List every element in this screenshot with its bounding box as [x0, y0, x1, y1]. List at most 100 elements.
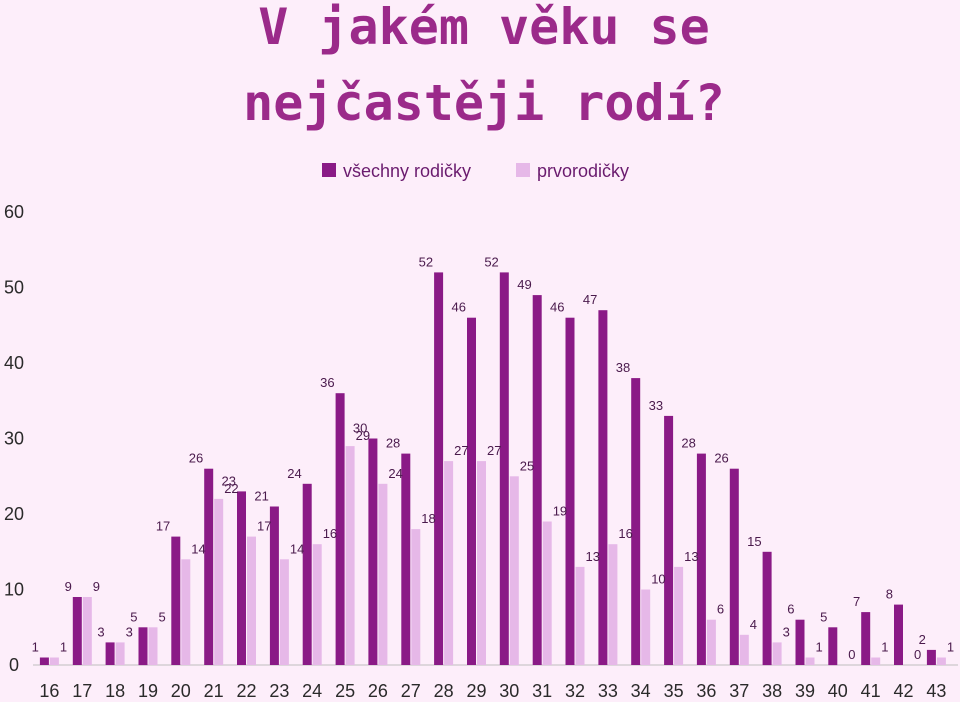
bar-all: [302, 483, 312, 665]
data-label-all: 46: [452, 300, 466, 315]
data-label-all: 8: [886, 587, 893, 602]
bar-first: [674, 566, 684, 665]
data-label-all: 28: [386, 436, 400, 451]
x-tick-label: 17: [72, 681, 92, 701]
bar-first: [378, 483, 388, 665]
data-label-all: 9: [65, 579, 72, 594]
x-tick-label: 40: [828, 681, 848, 701]
data-label-all: 6: [787, 602, 794, 617]
data-label-all: 46: [550, 300, 564, 315]
data-label-first: 5: [159, 609, 166, 624]
bar-all: [598, 310, 608, 665]
x-tick-label: 41: [861, 681, 881, 701]
data-label-first: 1: [816, 640, 823, 655]
bar-all: [401, 453, 411, 665]
y-tick-label: 10: [4, 580, 24, 600]
bar-all: [499, 272, 509, 665]
x-tick-label: 25: [335, 681, 355, 701]
x-tick-label: 30: [499, 681, 519, 701]
bar-all: [664, 415, 674, 665]
x-tick-label: 23: [269, 681, 289, 701]
x-axis: 16 17 18 19 20 21 22 23 24 25 26 27 28 29 30 31 32 33 34 35…: [39, 681, 946, 701]
data-label-all: 52: [484, 254, 498, 269]
bar-first: [312, 544, 322, 665]
bar-first: [739, 634, 749, 665]
data-label-all: 21: [254, 489, 268, 504]
bar-all: [204, 468, 214, 665]
data-label-all: 17: [156, 519, 170, 534]
bar-all: [72, 597, 82, 665]
bar-first: [345, 446, 355, 665]
x-tick-label: 18: [105, 681, 125, 701]
bar-all: [532, 295, 542, 665]
x-tick-label: 33: [598, 681, 618, 701]
data-label-first: 27: [487, 443, 501, 458]
x-tick-label: 34: [631, 681, 651, 701]
x-tick-label: 38: [762, 681, 782, 701]
bar-all: [105, 642, 115, 665]
bar-first: [575, 566, 585, 665]
bar-first: [148, 627, 158, 666]
data-label-first: 18: [421, 511, 435, 526]
data-label-all: 36: [320, 375, 334, 390]
data-label-first: 17: [257, 519, 271, 534]
data-label-all: 2: [919, 632, 926, 647]
bar-all: [828, 627, 838, 666]
bar-all: [171, 536, 181, 665]
data-label-first: 10: [651, 572, 665, 587]
x-tick-label: 27: [401, 681, 421, 701]
bar-all: [762, 551, 772, 666]
bar-all: [467, 317, 476, 665]
data-label-all: 33: [649, 398, 663, 413]
data-label-all: 5: [820, 609, 827, 624]
bar-first: [542, 521, 552, 665]
data-label-first: 25: [520, 458, 534, 473]
bar-first: [871, 657, 881, 665]
legend-swatch-first: [516, 163, 530, 177]
data-label-first: 3: [783, 624, 790, 639]
bar-all: [729, 468, 739, 665]
legend: všechny rodičky prvorodičky: [322, 161, 629, 181]
bar-first: [214, 498, 224, 665]
x-tick-label: 21: [204, 681, 224, 701]
x-tick-label: 29: [466, 681, 486, 701]
x-tick-label: 16: [39, 681, 59, 701]
bar-first: [115, 642, 125, 665]
x-tick-label: 36: [696, 681, 716, 701]
bar-first: [411, 529, 421, 665]
y-tick-label: 30: [4, 429, 24, 449]
data-label-all: 5: [130, 609, 137, 624]
y-tick-label: 40: [4, 353, 24, 373]
x-tick-label: 20: [171, 681, 191, 701]
data-label-all: 1: [32, 640, 39, 655]
bar-first: [641, 589, 651, 665]
legend-swatch-all: [322, 163, 336, 177]
data-label-all: 38: [616, 360, 630, 375]
bar-all: [237, 491, 246, 665]
bar-all: [696, 453, 706, 665]
y-tick-label: 0: [9, 655, 19, 675]
y-tick-label: 20: [4, 504, 24, 524]
bar-first: [181, 559, 191, 665]
x-tick-label: 35: [664, 681, 684, 701]
data-label-first: 0: [914, 647, 921, 662]
bar-all: [39, 657, 49, 665]
data-label-all: 30: [353, 421, 367, 436]
x-tick-label: 32: [565, 681, 585, 701]
data-label-first: 16: [618, 526, 632, 541]
data-label-first: 13: [586, 549, 600, 564]
data-label-all: 15: [747, 534, 761, 549]
bar-first: [247, 536, 256, 665]
bar-first: [608, 544, 618, 665]
data-label-all: 7: [853, 594, 860, 609]
bars: [39, 272, 946, 666]
data-label-first: 14: [191, 541, 205, 556]
bar-first: [279, 559, 289, 665]
data-label-all: 47: [583, 292, 597, 307]
data-label-all: 26: [189, 451, 203, 466]
data-label-first: 1: [60, 640, 67, 655]
x-tick-label: 22: [236, 681, 256, 701]
data-label-first: 4: [750, 617, 757, 632]
x-tick-label: 28: [434, 681, 454, 701]
